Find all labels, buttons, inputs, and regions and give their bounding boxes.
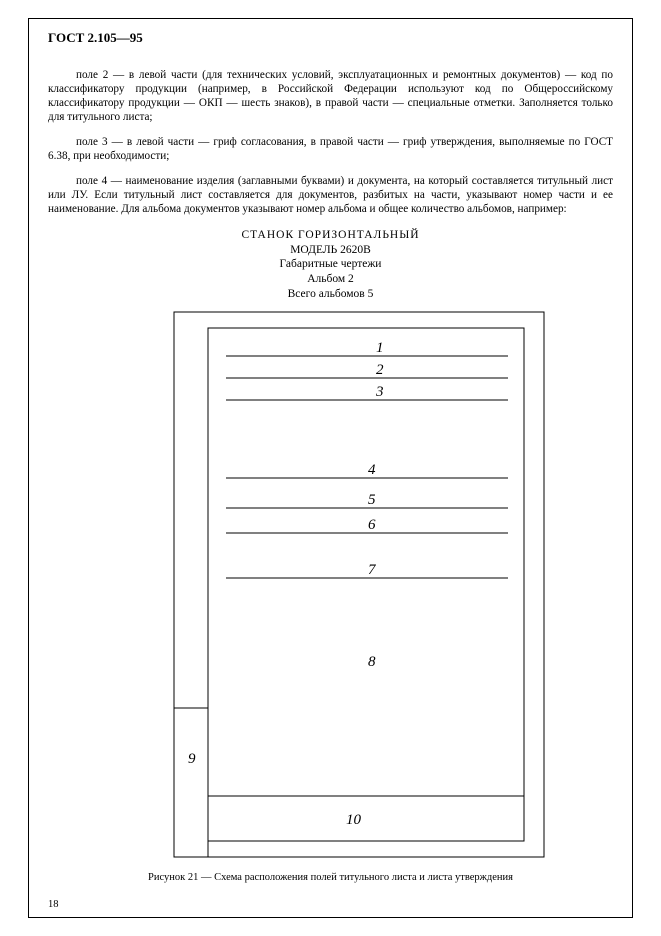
svg-text:7: 7 (368, 562, 377, 578)
paragraph-field3: поле 3 — в левой части — гриф согласован… (48, 135, 613, 163)
svg-text:6: 6 (368, 517, 376, 533)
svg-text:3: 3 (375, 384, 384, 400)
example-line4: Альбом 2 (48, 272, 613, 287)
example-line1: СТАНОК ГОРИЗОНТАЛЬНЫЙ (48, 228, 613, 243)
figure-21: 1 2 3 4 5 6 7 8 9 10 (116, 308, 546, 868)
figure-svg: 1 2 3 4 5 6 7 8 9 10 (116, 308, 546, 863)
figure-caption: Рисунок 21 — Схема расположения полей ти… (48, 872, 613, 883)
svg-text:4: 4 (368, 462, 376, 478)
standard-id: ГОСТ 2.105—95 (48, 30, 613, 46)
svg-text:2: 2 (376, 362, 384, 378)
example-line3: Габаритные чертежи (48, 257, 613, 272)
paragraph-field4: поле 4 — наименование изделия (заглавным… (48, 174, 613, 216)
example-line2: МОДЕЛЬ 2620В (48, 243, 613, 258)
svg-text:9: 9 (188, 751, 196, 767)
svg-text:1: 1 (376, 340, 384, 356)
svg-text:10: 10 (346, 812, 362, 828)
page-number: 18 (48, 899, 59, 910)
svg-text:8: 8 (368, 654, 376, 670)
paragraph-field2: поле 2 — в левой части (для технических … (48, 68, 613, 124)
example-block: СТАНОК ГОРИЗОНТАЛЬНЫЙ МОДЕЛЬ 2620В Габар… (48, 228, 613, 303)
example-line5: Всего альбомов 5 (48, 287, 613, 302)
svg-text:5: 5 (368, 492, 376, 508)
